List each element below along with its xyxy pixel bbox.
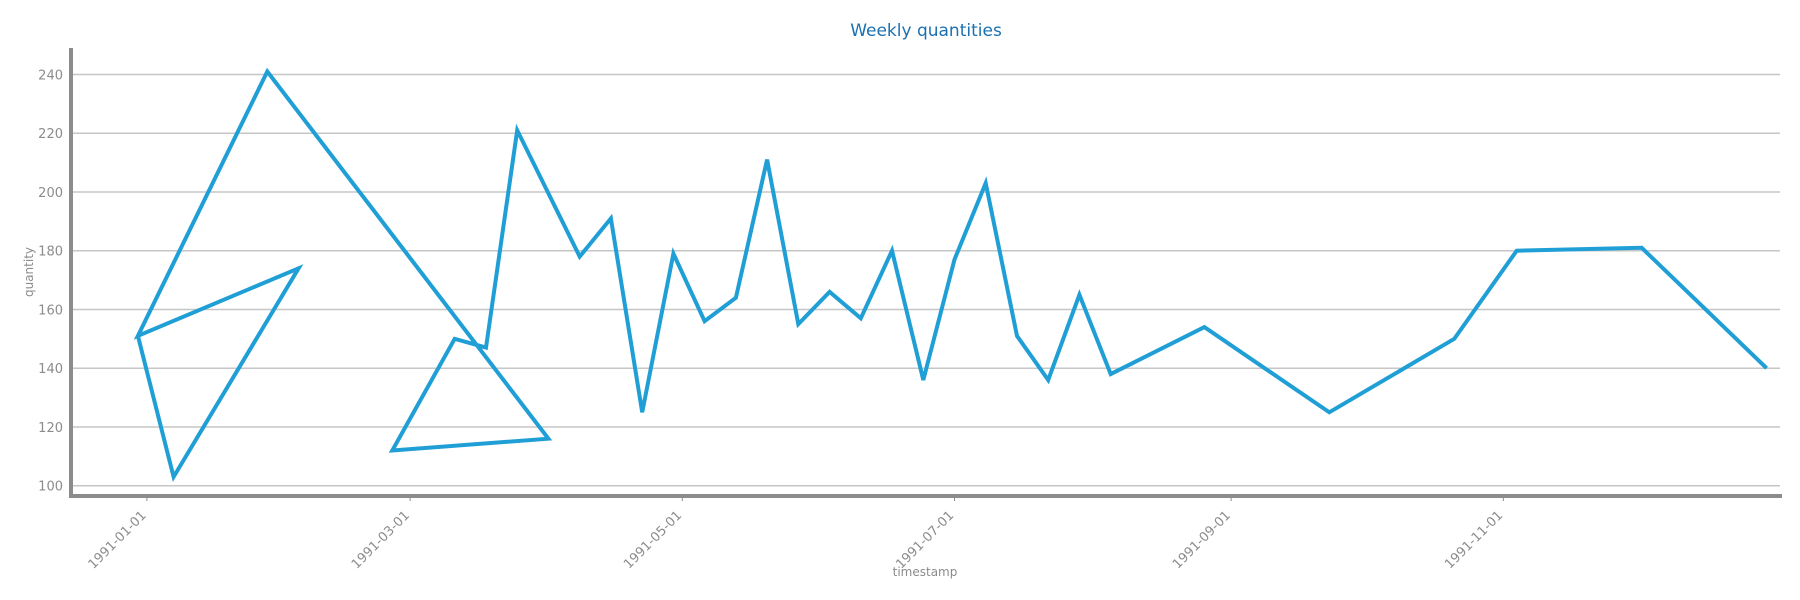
x-tick-label: 1991-09-01: [1170, 508, 1234, 572]
x-tick-label: 1991-07-01: [893, 508, 957, 572]
x-axis-label: timestamp: [893, 565, 958, 579]
x-tick-label: 1991-11-01: [1442, 508, 1506, 572]
y-axis-label: quantity: [22, 247, 36, 297]
gridlines: [71, 73, 1780, 487]
x-tick-label: 1991-05-01: [621, 508, 685, 572]
y-tick-label: 220: [38, 127, 63, 142]
y-tick-label: 180: [38, 245, 63, 260]
y-tick-label: 100: [38, 480, 63, 495]
series-line: [133, 67, 1768, 483]
series-layer: [133, 67, 1768, 483]
y-tick-label: 200: [38, 186, 63, 201]
y-tick-label: 140: [38, 362, 63, 377]
x-tick-label: 1991-01-01: [86, 508, 150, 572]
y-tick-label: 160: [38, 303, 63, 318]
x-tick-label: 1991-03-01: [349, 508, 413, 572]
y-tick-label: 120: [38, 421, 63, 436]
chart-title: Weekly quantities: [850, 21, 1002, 41]
y-tick-label: 240: [38, 68, 63, 83]
